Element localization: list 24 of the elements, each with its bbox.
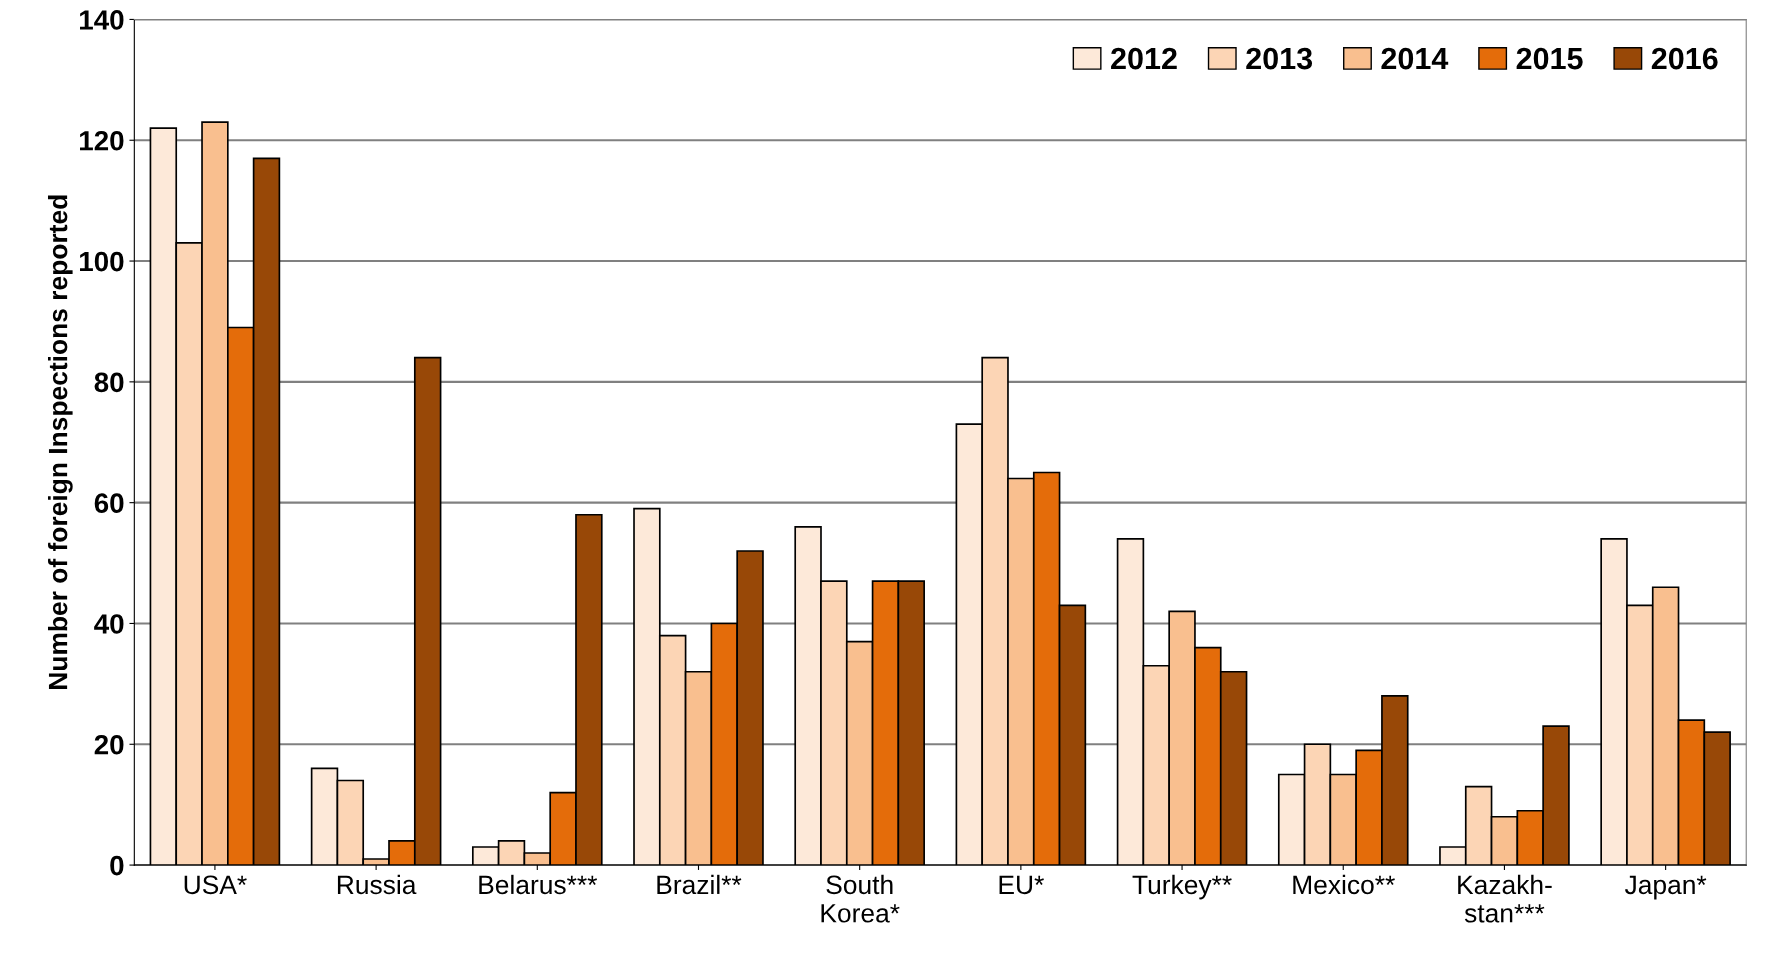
y-tick-label: 60	[94, 493, 124, 513]
legend-label: 2013	[1246, 47, 1313, 70]
x-tick-label: Kazakh- stan***	[1458, 874, 1552, 923]
x-tick-label: Belarus***	[479, 874, 598, 895]
y-axis-title: Number of foreign Inspections reported	[47, 195, 73, 689]
legend-label: 2015	[1516, 47, 1583, 70]
x-tick-label: EU*	[999, 875, 1044, 895]
x-tick-label: Japan*	[1624, 875, 1707, 900]
y-tick-label: 100	[80, 251, 124, 272]
y-tick-label: 120	[80, 130, 124, 151]
legend-label: 2016	[1651, 47, 1718, 70]
y-tick-label: 140	[80, 10, 124, 30]
x-tick-label: Turkey**	[1132, 874, 1232, 900]
y-tick-label: 80	[94, 372, 124, 393]
y-tick-label: 0	[110, 855, 124, 876]
x-tick-label: Russia	[337, 874, 417, 895]
x-tick-label: Mexico**	[1293, 874, 1395, 895]
x-tick-label: USA*	[184, 875, 247, 895]
x-tick-label: South Korea*	[821, 874, 900, 923]
y-tick-label: 20	[94, 734, 124, 755]
x-tick-label: Brazil**	[657, 874, 742, 895]
y-tick-label: 40	[94, 614, 124, 634]
legend-label: 2012	[1111, 47, 1177, 70]
legend-label: 2014	[1381, 47, 1449, 70]
